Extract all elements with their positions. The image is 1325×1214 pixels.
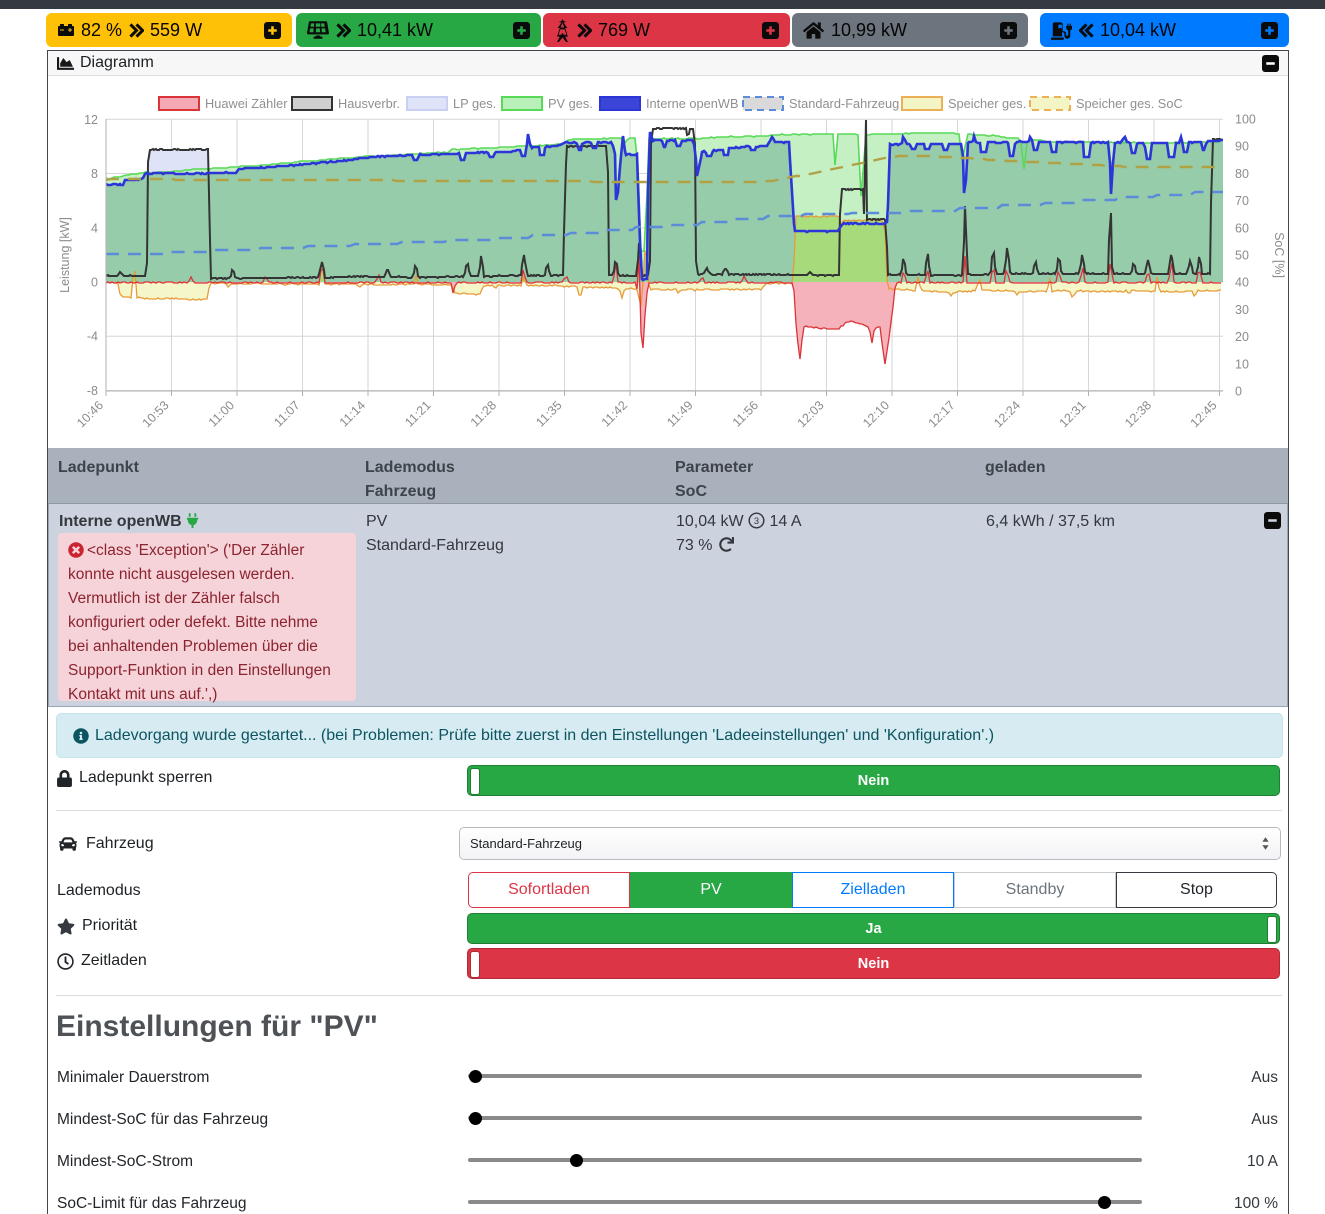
svg-text:0: 0 <box>1235 385 1242 399</box>
svg-text:20: 20 <box>1235 330 1249 344</box>
svg-text:8: 8 <box>91 167 98 181</box>
svg-text:12: 12 <box>84 113 98 127</box>
svg-text:LP ges.: LP ges. <box>453 96 496 111</box>
svg-text:11:42: 11:42 <box>599 398 630 429</box>
svg-text:40: 40 <box>1235 276 1249 290</box>
svg-text:3: 3 <box>754 516 759 526</box>
svg-text:11:28: 11:28 <box>468 398 499 429</box>
svg-text:12:24: 12:24 <box>991 398 1023 430</box>
svg-text:11:35: 11:35 <box>533 398 564 429</box>
svg-text:12:10: 12:10 <box>860 398 892 430</box>
svg-text:11:56: 11:56 <box>730 398 761 429</box>
svg-text:Speicher ges. SoC: Speicher ges. SoC <box>1076 96 1183 111</box>
svg-text:0: 0 <box>91 276 98 290</box>
svg-text:Hausverbr.: Hausverbr. <box>338 96 400 111</box>
svg-text:PV ges.: PV ges. <box>548 96 593 111</box>
svg-text:10:53: 10:53 <box>140 398 172 430</box>
svg-text:90: 90 <box>1235 140 1249 154</box>
svg-text:4: 4 <box>91 221 98 235</box>
svg-text:11:07: 11:07 <box>271 398 302 429</box>
svg-text:11:49: 11:49 <box>664 398 695 429</box>
svg-text:Huawei Zähler: Huawei Zähler <box>205 96 288 111</box>
svg-text:11:00: 11:00 <box>206 398 237 429</box>
svg-text:100: 100 <box>1235 113 1256 127</box>
svg-text:SoC [%]: SoC [%] <box>1272 232 1286 278</box>
svg-text:Standard-Fahrzeug: Standard-Fahrzeug <box>789 96 899 111</box>
svg-text:Speicher ges.: Speicher ges. <box>948 96 1026 111</box>
svg-text:11:21: 11:21 <box>402 398 433 429</box>
svg-text:-4: -4 <box>87 330 98 344</box>
svg-text:50: 50 <box>1235 249 1249 263</box>
svg-text:60: 60 <box>1235 221 1249 235</box>
svg-text:30: 30 <box>1235 303 1249 317</box>
svg-text:12:17: 12:17 <box>926 398 958 430</box>
svg-text:12:03: 12:03 <box>795 398 827 430</box>
svg-text:-8: -8 <box>87 384 98 398</box>
svg-text:12:38: 12:38 <box>1122 398 1154 430</box>
svg-text:12:31: 12:31 <box>1057 398 1089 430</box>
svg-text:Interne openWB: Interne openWB <box>646 96 738 111</box>
svg-text:10: 10 <box>1235 357 1249 371</box>
svg-text:Leistung [kW]: Leistung [kW] <box>58 217 72 293</box>
svg-text:11:14: 11:14 <box>337 398 368 429</box>
svg-text:80: 80 <box>1235 167 1249 181</box>
svg-text:10:46: 10:46 <box>74 398 106 430</box>
svg-text:12:45: 12:45 <box>1188 398 1220 430</box>
svg-text:70: 70 <box>1235 194 1249 208</box>
